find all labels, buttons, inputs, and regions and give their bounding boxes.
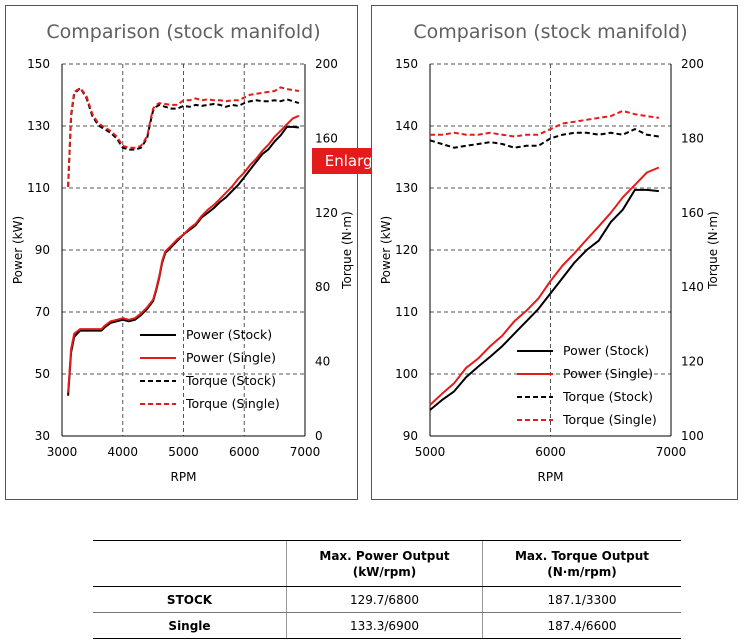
y-right-tick-label: 120	[315, 206, 338, 220]
table-row: STOCK 129.7/6800 187.1/3300	[93, 586, 681, 613]
y-right-tick-label: 140	[681, 280, 704, 294]
cell-single-torque: 187.4/6600	[482, 612, 681, 639]
cell-stock-torque: 187.1/3300	[482, 586, 681, 613]
y-right-tick-label: 40	[315, 355, 330, 369]
x-tick-label: 7000	[656, 445, 687, 459]
table-header-blank	[93, 540, 287, 587]
series-line-torque-stock	[67, 87, 300, 187]
cell-single-power: 133.3/6900	[286, 612, 483, 639]
y-right-tick-label: 160	[315, 131, 338, 145]
y-left-axis-label: Power (kW)	[11, 216, 25, 284]
y-left-tick-label: 130	[27, 119, 50, 133]
x-tick-label: 6000	[535, 445, 566, 459]
y-left-tick-label: 50	[35, 367, 50, 381]
table-header-row: Max. Power Output (kW/rpm) Max. Torque Ou…	[93, 540, 681, 587]
chart-panel-enlarged: Comparison (stock manifold) 5000 6000 7000 9…	[371, 5, 738, 500]
y-right-tick-label: 0	[315, 429, 323, 443]
table-row: Single 133.3/6900 187.4/6600	[93, 612, 681, 639]
x-tick-label: 3000	[47, 445, 78, 459]
series-line-power-single	[429, 166, 660, 406]
legend-label: Power (Single)	[186, 350, 276, 365]
table-header-torque: Max. Torque Output (N·m/rpm)	[482, 540, 681, 587]
x-axis-label: RPM	[538, 470, 564, 484]
y-left-axis-label: Power (kW)	[379, 216, 393, 284]
y-left-tick-label: 140	[395, 119, 418, 133]
y-right-tick-label: 120	[681, 355, 704, 369]
y-left-tick-label: 150	[395, 57, 418, 71]
y-left-tick-label: 70	[35, 305, 50, 319]
row-label-stock: STOCK	[93, 586, 287, 613]
x-tick-label: 4000	[107, 445, 138, 459]
y-left-tick-label: 130	[395, 181, 418, 195]
y-left-tick-label: 90	[403, 429, 418, 443]
y-left-tick-label: 120	[395, 243, 418, 257]
y-right-tick-label: 200	[681, 57, 704, 71]
x-tick-label: 5000	[415, 445, 446, 459]
x-tick-label: 6000	[229, 445, 260, 459]
chart-enlarged: Comparison (stock manifold) 5000 6000 7000 9…	[379, 21, 720, 484]
legend-label: Torque (Single)	[562, 412, 657, 427]
x-axis-label: RPM	[171, 470, 197, 484]
legend-label: Power (Stock)	[186, 327, 272, 342]
chart-title: Comparison (stock manifold)	[413, 21, 687, 43]
chart-full-range: Comparison (stock manifold) 3000 4000 5000 6…	[11, 21, 354, 484]
results-table: Max. Power Output (kW/rpm) Max. Torque Ou…	[93, 540, 681, 639]
y-left-tick-label: 150	[27, 57, 50, 71]
chart-panel-full-range: Comparison (stock manifold) 3000 4000 5000 6…	[5, 5, 358, 500]
y-right-tick-label: 180	[681, 131, 704, 145]
x-tick-label: 7000	[290, 445, 321, 459]
legend-label: Torque (Single)	[185, 396, 280, 411]
table-header-power: Max. Power Output (kW/rpm)	[286, 540, 483, 587]
y-right-axis-label: Torque (N·m)	[340, 211, 354, 290]
series-line-power-single	[67, 114, 300, 393]
legend-label: Power (Single)	[563, 366, 653, 381]
series-line-torque-stock	[429, 128, 660, 149]
y-left-tick-label: 90	[35, 243, 50, 257]
y-right-tick-label: 80	[315, 280, 330, 294]
legend-label: Torque (Stock)	[185, 373, 276, 388]
y-right-axis-label: Torque (N·m)	[706, 211, 720, 290]
y-left-tick-label: 110	[27, 181, 50, 195]
x-tick-label: 5000	[168, 445, 199, 459]
series-line-torque-single	[430, 109, 660, 138]
chart-title: Comparison (stock manifold)	[46, 21, 320, 43]
y-right-tick-label: 160	[681, 206, 704, 220]
row-label-single: Single	[93, 612, 287, 639]
series-line-power-stock	[67, 125, 299, 396]
legend-label: Power (Stock)	[563, 343, 649, 358]
y-right-tick-label: 100	[681, 429, 704, 443]
cell-stock-power: 129.7/6800	[286, 586, 483, 613]
y-left-tick-label: 100	[395, 367, 418, 381]
series-line-power-stock	[429, 188, 659, 411]
y-right-tick-label: 200	[315, 57, 338, 71]
y-left-tick-label: 110	[395, 305, 418, 319]
y-left-tick-label: 30	[35, 429, 50, 443]
series-line-torque-single	[67, 86, 300, 187]
legend-label: Torque (Stock)	[562, 389, 653, 404]
